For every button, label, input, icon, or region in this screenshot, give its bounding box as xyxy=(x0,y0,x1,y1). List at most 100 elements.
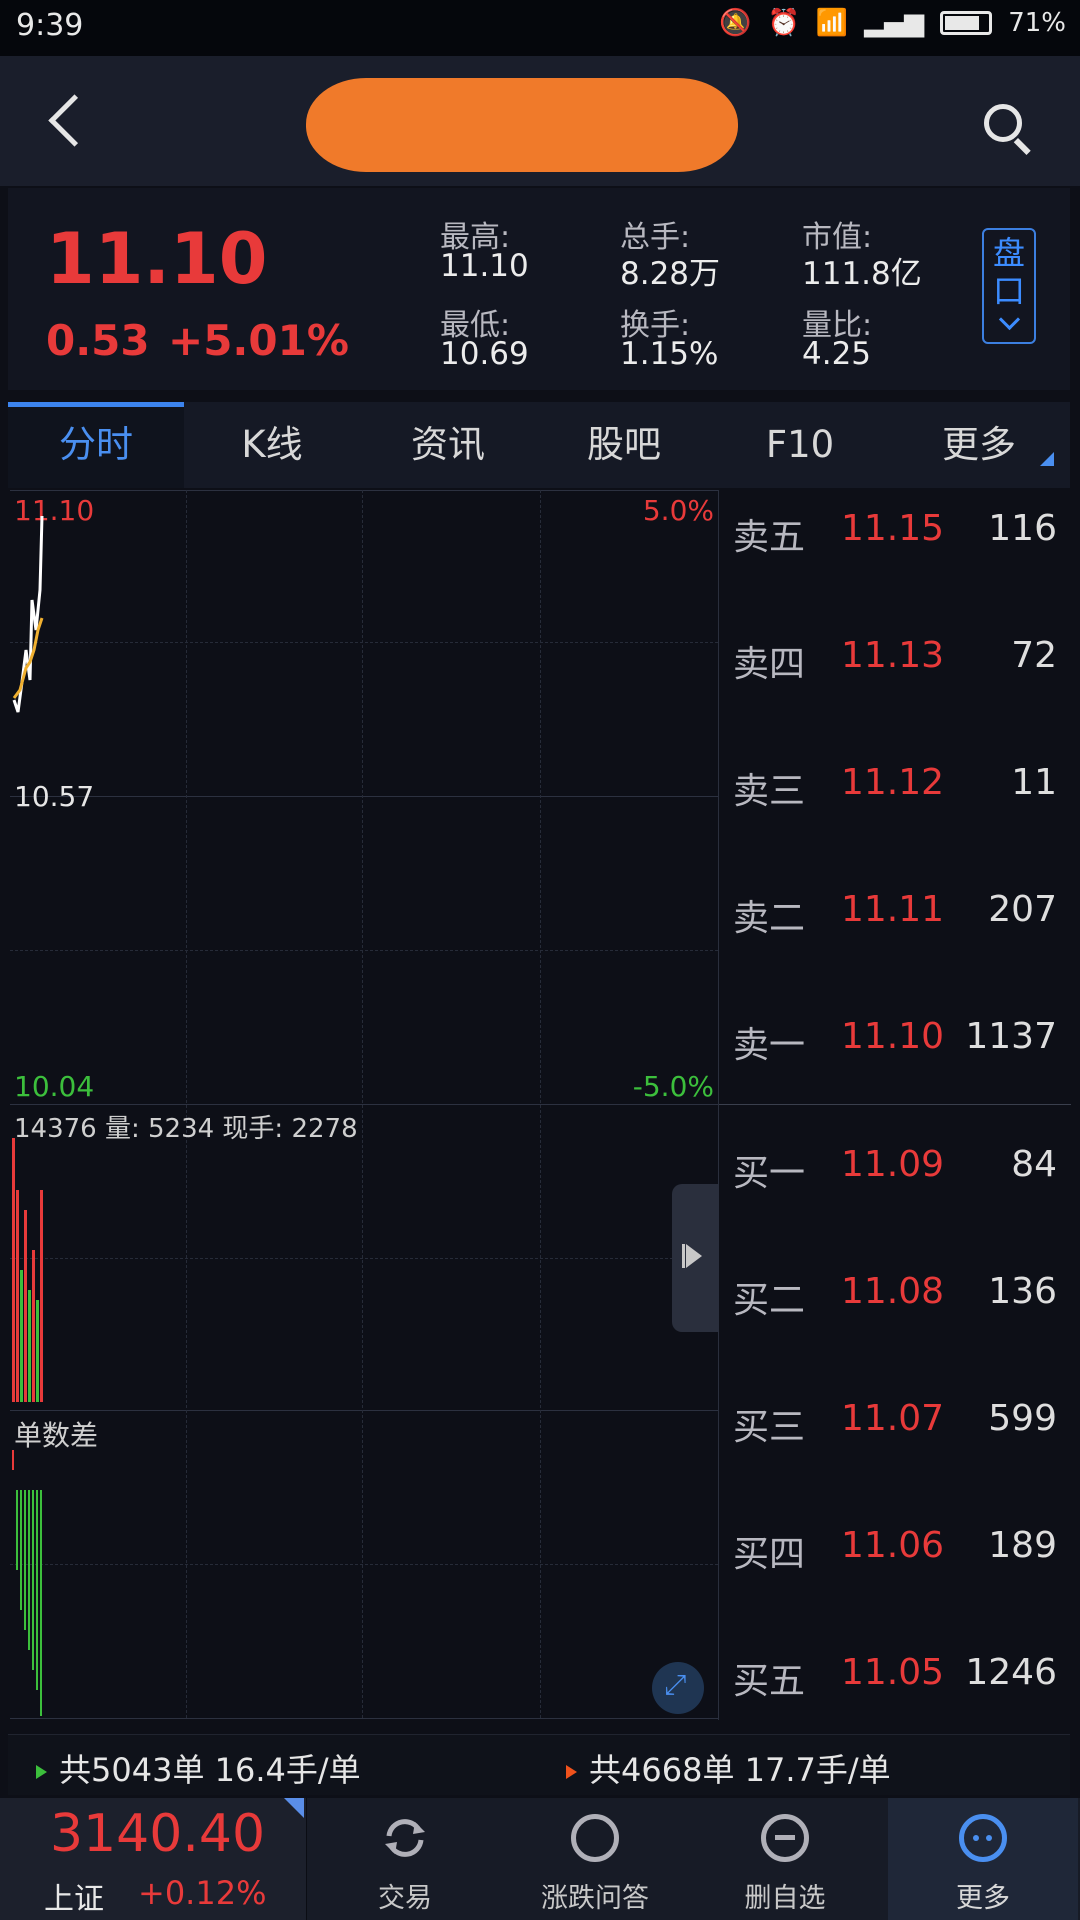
stat-value-market-cap: 111.8亿 xyxy=(802,256,922,292)
sell-price: 11.11 xyxy=(841,889,945,930)
fullscreen-expand-icon[interactable] xyxy=(652,1662,704,1714)
buy-label: 买二 xyxy=(733,1280,806,1321)
tab-more[interactable]: 更多 xyxy=(888,402,1070,488)
buy-label: 买五 xyxy=(733,1661,806,1702)
current-price: 11.10 xyxy=(46,218,268,300)
chevron-down-icon xyxy=(998,308,1020,331)
signal-icon: ▂▄▆ xyxy=(864,8,925,38)
more-dots-icon xyxy=(959,1814,1007,1862)
sell-volume: 116 xyxy=(988,508,1057,549)
sell-price: 11.13 xyxy=(841,635,945,676)
buy-price: 11.05 xyxy=(841,1652,945,1693)
tab-f10[interactable]: F10 xyxy=(765,423,835,466)
search-icon[interactable] xyxy=(980,100,1040,160)
green-triangle-icon xyxy=(36,1765,47,1779)
stat-label-market-cap: 市值: xyxy=(802,220,873,255)
tab-timeshare[interactable]: 分时 xyxy=(8,402,184,488)
alarm-icon: ⏰ xyxy=(767,8,800,38)
axis-price-low: 10.04 xyxy=(14,1070,95,1103)
order-stats-bar: 共5043单 16.4手/单 共4668单 17.7手/单 xyxy=(8,1734,1070,1795)
sell-label: 卖一 xyxy=(733,1025,806,1066)
corner-indicator-icon xyxy=(284,1798,304,1818)
sell-label: 卖二 xyxy=(733,898,806,939)
remove-watchlist-icon xyxy=(761,1814,809,1862)
buy-price: 11.06 xyxy=(841,1525,945,1566)
sell-label: 卖四 xyxy=(733,644,806,685)
sell-label: 卖五 xyxy=(733,517,806,558)
battery-icon xyxy=(940,11,993,35)
nav-qa[interactable]: 涨跌问答 xyxy=(500,1798,690,1920)
order-book-divider xyxy=(719,1104,1071,1105)
stat-label-turnover: 换手: xyxy=(620,308,691,343)
order-diff-bars xyxy=(12,1450,42,1716)
buy-price: 11.09 xyxy=(841,1144,945,1185)
nav-more-label: 更多 xyxy=(956,1883,1010,1914)
header-bar xyxy=(0,56,1080,186)
volume-bars xyxy=(12,1138,43,1402)
sell-volume: 11 xyxy=(1011,762,1057,803)
qa-chat-icon xyxy=(571,1814,619,1862)
status-icons: 🔕 ⏰ 📶 ▂▄▆ 71% xyxy=(719,8,1066,38)
order-stats-buy: 共4668单 17.7手/单 xyxy=(566,1745,891,1791)
pankou-toggle-button[interactable]: 盘口 xyxy=(982,228,1036,344)
tab-news[interactable]: 资讯 xyxy=(411,423,485,466)
market-index-widget[interactable]: 3140.40 上证 +0.12% xyxy=(0,1798,307,1920)
buy-row: 买二 11.08 136 xyxy=(719,1253,1071,1333)
tab-kline[interactable]: K线 xyxy=(241,423,303,466)
buy-label: 买三 xyxy=(733,1407,806,1448)
wifi-icon: 📶 xyxy=(815,8,849,38)
stat-label-high: 最高: xyxy=(440,220,511,255)
back-arrow-icon[interactable] xyxy=(36,92,96,152)
stat-value-low: 10.69 xyxy=(440,336,529,372)
axis-pct-high: 5.0% xyxy=(642,494,714,527)
quote-panel: 11.10 0.53 +5.01% 最高: 11.10 总手: 8.28万 市值… xyxy=(8,188,1070,390)
sell-row: 卖一 11.10 1137 xyxy=(719,998,1071,1078)
tab-forum[interactable]: 股吧 xyxy=(587,423,661,466)
chart-lines xyxy=(12,515,44,1716)
buy-row: 买一 11.09 84 xyxy=(719,1126,1071,1206)
nav-trade[interactable]: 交易 xyxy=(310,1798,500,1920)
timeshare-chart[interactable]: 11.10 5.0% 10.57 10.04 -5.0% 14376 量: 52 xyxy=(10,490,719,1720)
stat-value-turnover: 1.15% xyxy=(620,336,719,372)
trade-refresh-icon xyxy=(385,1819,425,1857)
sell-price: 11.10 xyxy=(841,1016,945,1057)
nav-remove-watchlist-label: 删自选 xyxy=(744,1883,826,1914)
buy-volume: 136 xyxy=(988,1271,1057,1312)
nav-remove-watchlist[interactable]: 删自选 xyxy=(690,1798,880,1920)
stat-value-volume-ratio: 4.25 xyxy=(802,336,872,372)
buy-label: 买四 xyxy=(733,1534,806,1575)
stat-label-volume: 总手: xyxy=(620,220,691,255)
status-time: 9:39 xyxy=(16,8,84,43)
buy-volume: 189 xyxy=(988,1525,1057,1566)
mute-icon: 🔕 xyxy=(719,8,752,38)
buy-volume: 599 xyxy=(988,1398,1057,1439)
tab-bar: 分时 K线 资讯 股吧 F10 更多 xyxy=(8,402,1070,488)
order-diff-label: 单数差 xyxy=(14,1419,99,1452)
axis-pct-low: -5.0% xyxy=(632,1070,714,1103)
tab-more-label: 更多 xyxy=(942,423,1016,466)
sell-label: 卖三 xyxy=(733,771,806,812)
axis-price-mid: 10.57 xyxy=(14,780,95,813)
buy-row: 买四 11.06 189 xyxy=(719,1507,1071,1587)
price-change-percent: +5.01% xyxy=(168,316,349,365)
nav-qa-label: 涨跌问答 xyxy=(541,1883,649,1914)
stat-label-low: 最低: xyxy=(440,308,511,343)
sell-row: 卖五 11.15 116 xyxy=(719,490,1071,570)
expand-side-panel-icon[interactable] xyxy=(672,1184,718,1332)
pankou-label: 盘口 xyxy=(992,234,1025,310)
status-bar: 9:39 🔕 ⏰ 📶 ▂▄▆ 71% xyxy=(0,0,1080,56)
buy-price: 11.08 xyxy=(841,1271,945,1312)
price-change: 0.53 xyxy=(46,316,150,365)
price-line xyxy=(12,515,44,713)
battery-percent: 71% xyxy=(1008,8,1066,38)
redacted-title xyxy=(306,78,738,172)
buy-volume: 84 xyxy=(1011,1144,1057,1185)
buy-volume: 1246 xyxy=(965,1652,1057,1693)
bottom-nav: 3140.40 上证 +0.12% 交易 涨跌问答 删自选 更多 xyxy=(0,1798,1080,1920)
sell-volume: 207 xyxy=(988,889,1057,930)
nav-more[interactable]: 更多 xyxy=(888,1798,1078,1920)
sell-row: 卖三 11.12 11 xyxy=(719,744,1071,824)
buy-row: 买三 11.07 599 xyxy=(719,1380,1071,1460)
sell-volume: 1137 xyxy=(965,1016,1057,1057)
buy-row: 买五 11.05 1246 xyxy=(719,1634,1071,1714)
